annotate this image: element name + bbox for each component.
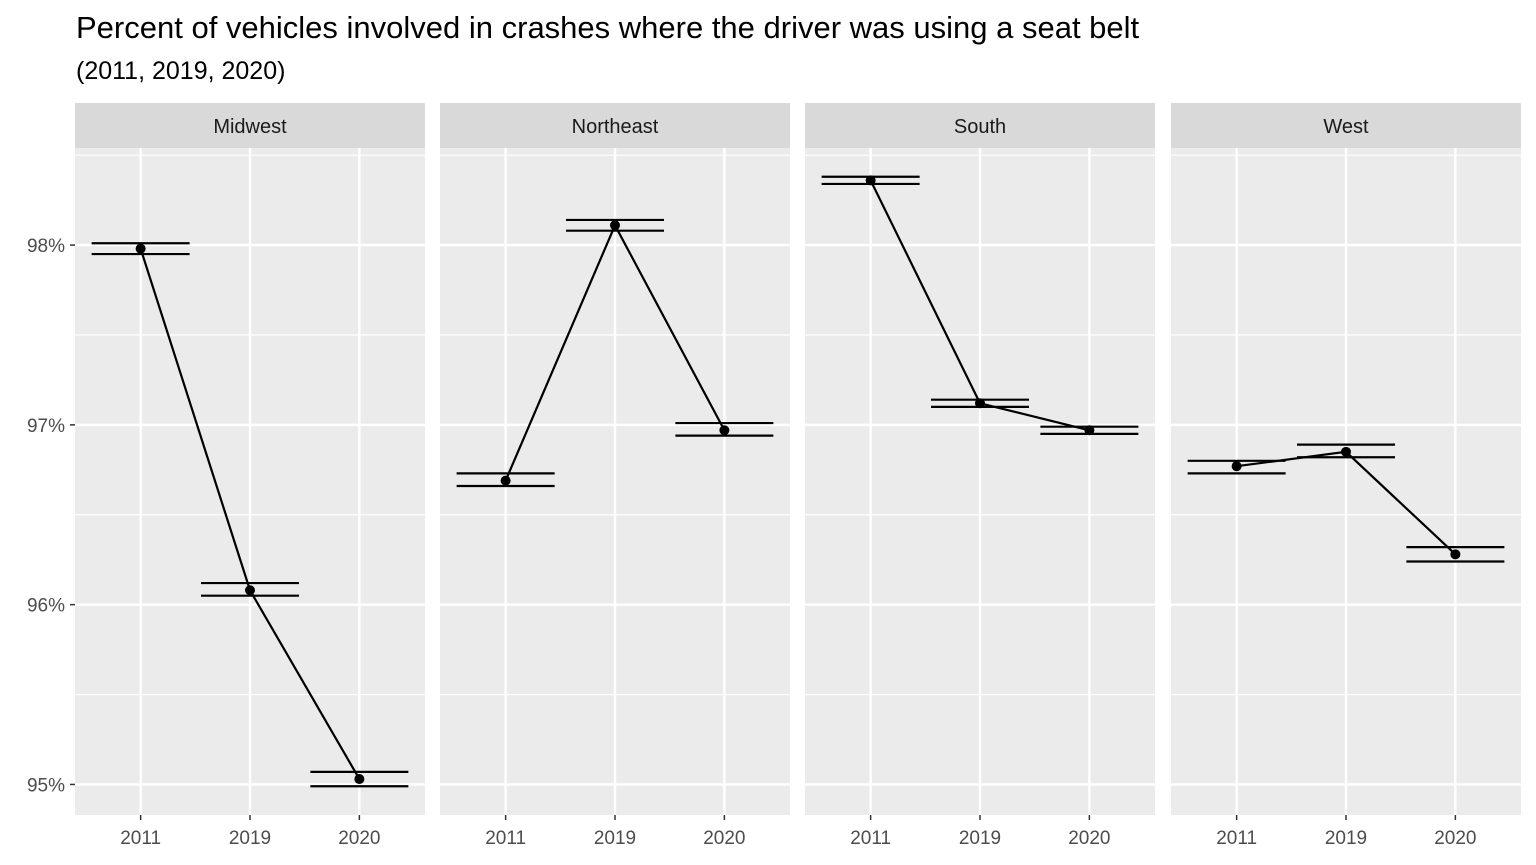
x-tick-label: 2020 xyxy=(338,828,380,849)
data-point xyxy=(354,774,365,785)
data-point xyxy=(135,243,146,254)
strip-label: West xyxy=(1323,116,1369,138)
data-point xyxy=(975,398,985,409)
x-tick-label: 2019 xyxy=(594,828,636,849)
x-tick-label: 2011 xyxy=(120,828,161,849)
y-tick-label: 98% xyxy=(27,236,65,257)
x-tick-label: 2020 xyxy=(1434,828,1476,849)
data-point xyxy=(245,585,255,596)
strip-background-northeast xyxy=(440,103,790,148)
x-tick-label: 2020 xyxy=(1068,828,1110,849)
x-tick-label: 2019 xyxy=(229,828,271,849)
x-tick-label: 2020 xyxy=(703,828,745,849)
y-tick-label: 96% xyxy=(27,596,65,617)
y-tick-label: 95% xyxy=(27,775,65,796)
strip-background-midwest xyxy=(75,103,425,148)
chart-title: Percent of vehicles involved in crashes … xyxy=(76,10,1140,45)
strip-background-south xyxy=(805,103,1155,148)
data-point xyxy=(610,220,620,231)
x-tick-label: 2011 xyxy=(850,828,891,849)
strip-label: South xyxy=(954,116,1006,138)
data-point xyxy=(1341,446,1351,457)
y-tick-label: 97% xyxy=(27,416,65,437)
data-point xyxy=(1231,461,1242,472)
data-point xyxy=(1084,425,1095,436)
x-tick-label: 2011 xyxy=(485,828,526,849)
chart-subtitle: (2011, 2019, 2020) xyxy=(76,57,286,85)
x-tick-label: 2011 xyxy=(1216,828,1257,849)
x-tick-label: 2019 xyxy=(1325,828,1367,849)
data-point xyxy=(1450,549,1461,560)
strip-background-west xyxy=(1171,103,1521,148)
x-tick-label: 2019 xyxy=(959,828,1001,849)
data-point xyxy=(865,175,876,186)
data-point xyxy=(500,475,511,486)
strip-label: Midwest xyxy=(213,116,287,138)
strip-label: Northeast xyxy=(572,116,659,138)
data-point xyxy=(719,425,730,436)
